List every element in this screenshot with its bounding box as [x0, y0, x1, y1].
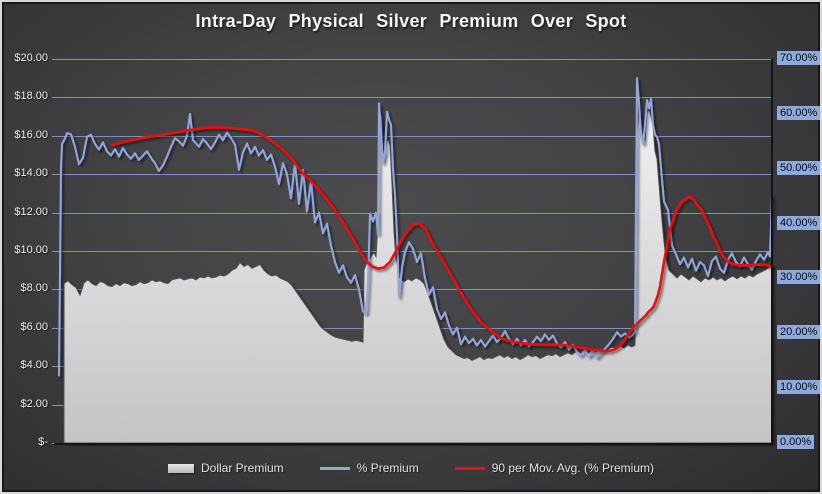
legend-item-label: 90 per Mov. Avg. (% Premium)	[491, 461, 654, 475]
left-axis-tick-label: $8.00	[20, 282, 48, 295]
x-axis-line	[54, 443, 774, 445]
gridline	[52, 251, 772, 252]
legend-line-swatch-icon	[454, 466, 485, 470]
legend-item-label: % Premium	[356, 461, 419, 475]
legend-item[interactable]: 90 per Mov. Avg. (% Premium)	[454, 461, 654, 475]
y-axis-left[interactable]: $20.00 $18.00 $16.00 $14.00 $12.00 $10.00 $8.0…	[2, 2, 52, 494]
left-axis-tick-label: $10.00	[14, 244, 48, 256]
legend-line-swatch-icon	[319, 466, 350, 470]
plot-right-border	[771, 59, 773, 443]
right-axis-tick-label: 70.00%	[777, 51, 821, 65]
chart-title[interactable]: Intra-Day Physical Silver Premium Over S…	[195, 11, 627, 31]
gridline	[52, 174, 772, 176]
legend-item[interactable]: % Premium	[319, 461, 419, 475]
plot-area[interactable]	[57, 59, 774, 444]
right-axis-tick-label: 30.00%	[777, 270, 821, 285]
left-axis-tick-label: $14.00	[14, 167, 48, 180]
gridline	[52, 97, 772, 99]
plot-svg	[57, 77, 774, 444]
left-axis-tick-label: $12.00	[14, 205, 48, 218]
right-axis-tick-label: 40.00%	[777, 215, 821, 230]
gridline	[52, 212, 772, 214]
moving-avg-line-series[interactable]	[110, 126, 774, 353]
left-axis-tick-label: $4.00	[20, 359, 48, 372]
legend-bar-swatch-icon	[168, 463, 194, 473]
left-axis-tick-label: $6.00	[20, 320, 48, 333]
right-axis-tick-label: 50.00%	[777, 160, 821, 175]
dollar-premium-area-series[interactable]	[63, 107, 773, 444]
right-axis-tick-label: 60.00%	[777, 105, 821, 120]
left-axis-tick-label: $-	[38, 436, 48, 448]
right-axis-tick-label: 20.00%	[777, 325, 821, 340]
legend-item[interactable]: Dollar Premium	[168, 461, 284, 475]
legend[interactable]: Dollar Premium % Premium 90 per Mov. Avg. …	[2, 461, 820, 475]
left-axis-tick-label: $2.00	[20, 397, 48, 410]
gridline	[52, 59, 772, 60]
right-axis-tick-label: 10.00%	[777, 380, 821, 395]
left-axis-tick-label: $20.00	[14, 52, 48, 64]
right-axis-tick-label: 0.00%	[777, 435, 815, 449]
legend-item-label: Dollar Premium	[201, 461, 284, 475]
left-axis-tick-label: $16.00	[14, 128, 48, 141]
left-axis-tick-label: $18.00	[14, 90, 48, 103]
y-axis-right[interactable]: 70.00% 60.00% 50.00% 40.00% 30.00% 20.00% 10.0…	[777, 2, 822, 494]
percent-premium-line-series[interactable]	[57, 77, 774, 377]
gridline	[52, 135, 772, 137]
